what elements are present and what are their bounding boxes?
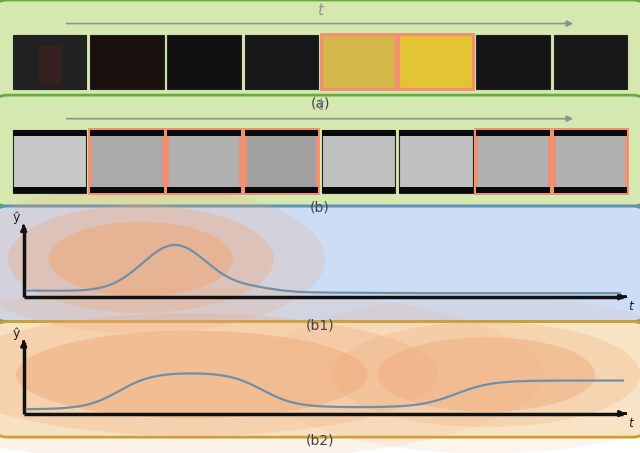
Ellipse shape — [256, 296, 640, 453]
Text: ŷ: ŷ — [13, 327, 20, 340]
FancyBboxPatch shape — [0, 0, 640, 102]
FancyBboxPatch shape — [476, 187, 550, 193]
FancyBboxPatch shape — [554, 35, 627, 89]
FancyBboxPatch shape — [90, 187, 164, 193]
FancyBboxPatch shape — [13, 130, 86, 193]
FancyBboxPatch shape — [244, 130, 318, 193]
FancyBboxPatch shape — [476, 130, 550, 136]
FancyBboxPatch shape — [322, 130, 396, 136]
FancyBboxPatch shape — [13, 130, 86, 136]
FancyBboxPatch shape — [90, 130, 164, 136]
Ellipse shape — [49, 222, 233, 296]
FancyBboxPatch shape — [554, 130, 627, 136]
FancyBboxPatch shape — [168, 35, 241, 89]
FancyBboxPatch shape — [0, 322, 640, 437]
FancyBboxPatch shape — [554, 187, 627, 193]
FancyBboxPatch shape — [476, 35, 550, 89]
FancyBboxPatch shape — [322, 35, 396, 89]
Text: t: t — [628, 417, 633, 430]
FancyBboxPatch shape — [0, 95, 640, 206]
Ellipse shape — [378, 337, 595, 412]
Ellipse shape — [16, 331, 368, 419]
FancyBboxPatch shape — [0, 206, 640, 322]
Ellipse shape — [8, 205, 274, 313]
Text: (a): (a) — [310, 96, 330, 111]
FancyBboxPatch shape — [168, 130, 241, 136]
FancyBboxPatch shape — [90, 130, 164, 193]
FancyBboxPatch shape — [399, 130, 473, 136]
FancyBboxPatch shape — [400, 36, 472, 88]
FancyBboxPatch shape — [244, 187, 318, 193]
FancyBboxPatch shape — [13, 187, 86, 193]
Text: t: t — [628, 300, 633, 313]
FancyBboxPatch shape — [244, 35, 318, 89]
FancyBboxPatch shape — [554, 130, 627, 193]
Text: (b1): (b1) — [306, 318, 334, 332]
FancyBboxPatch shape — [399, 130, 473, 193]
Ellipse shape — [0, 313, 438, 436]
FancyBboxPatch shape — [323, 36, 395, 88]
FancyBboxPatch shape — [399, 187, 473, 193]
Text: (b2): (b2) — [306, 434, 334, 448]
Ellipse shape — [333, 322, 640, 427]
FancyBboxPatch shape — [244, 130, 318, 136]
FancyBboxPatch shape — [322, 130, 396, 193]
FancyBboxPatch shape — [476, 130, 550, 193]
Text: ŷ: ŷ — [13, 211, 20, 224]
Ellipse shape — [0, 184, 325, 333]
FancyBboxPatch shape — [322, 187, 396, 193]
FancyBboxPatch shape — [168, 130, 241, 193]
Ellipse shape — [0, 287, 544, 453]
FancyBboxPatch shape — [13, 35, 86, 89]
FancyBboxPatch shape — [90, 35, 164, 89]
Text: t: t — [317, 3, 323, 18]
FancyBboxPatch shape — [399, 35, 473, 89]
Text: (b): (b) — [310, 201, 330, 215]
FancyBboxPatch shape — [38, 46, 61, 84]
FancyBboxPatch shape — [168, 187, 241, 193]
Text: t: t — [317, 98, 323, 113]
